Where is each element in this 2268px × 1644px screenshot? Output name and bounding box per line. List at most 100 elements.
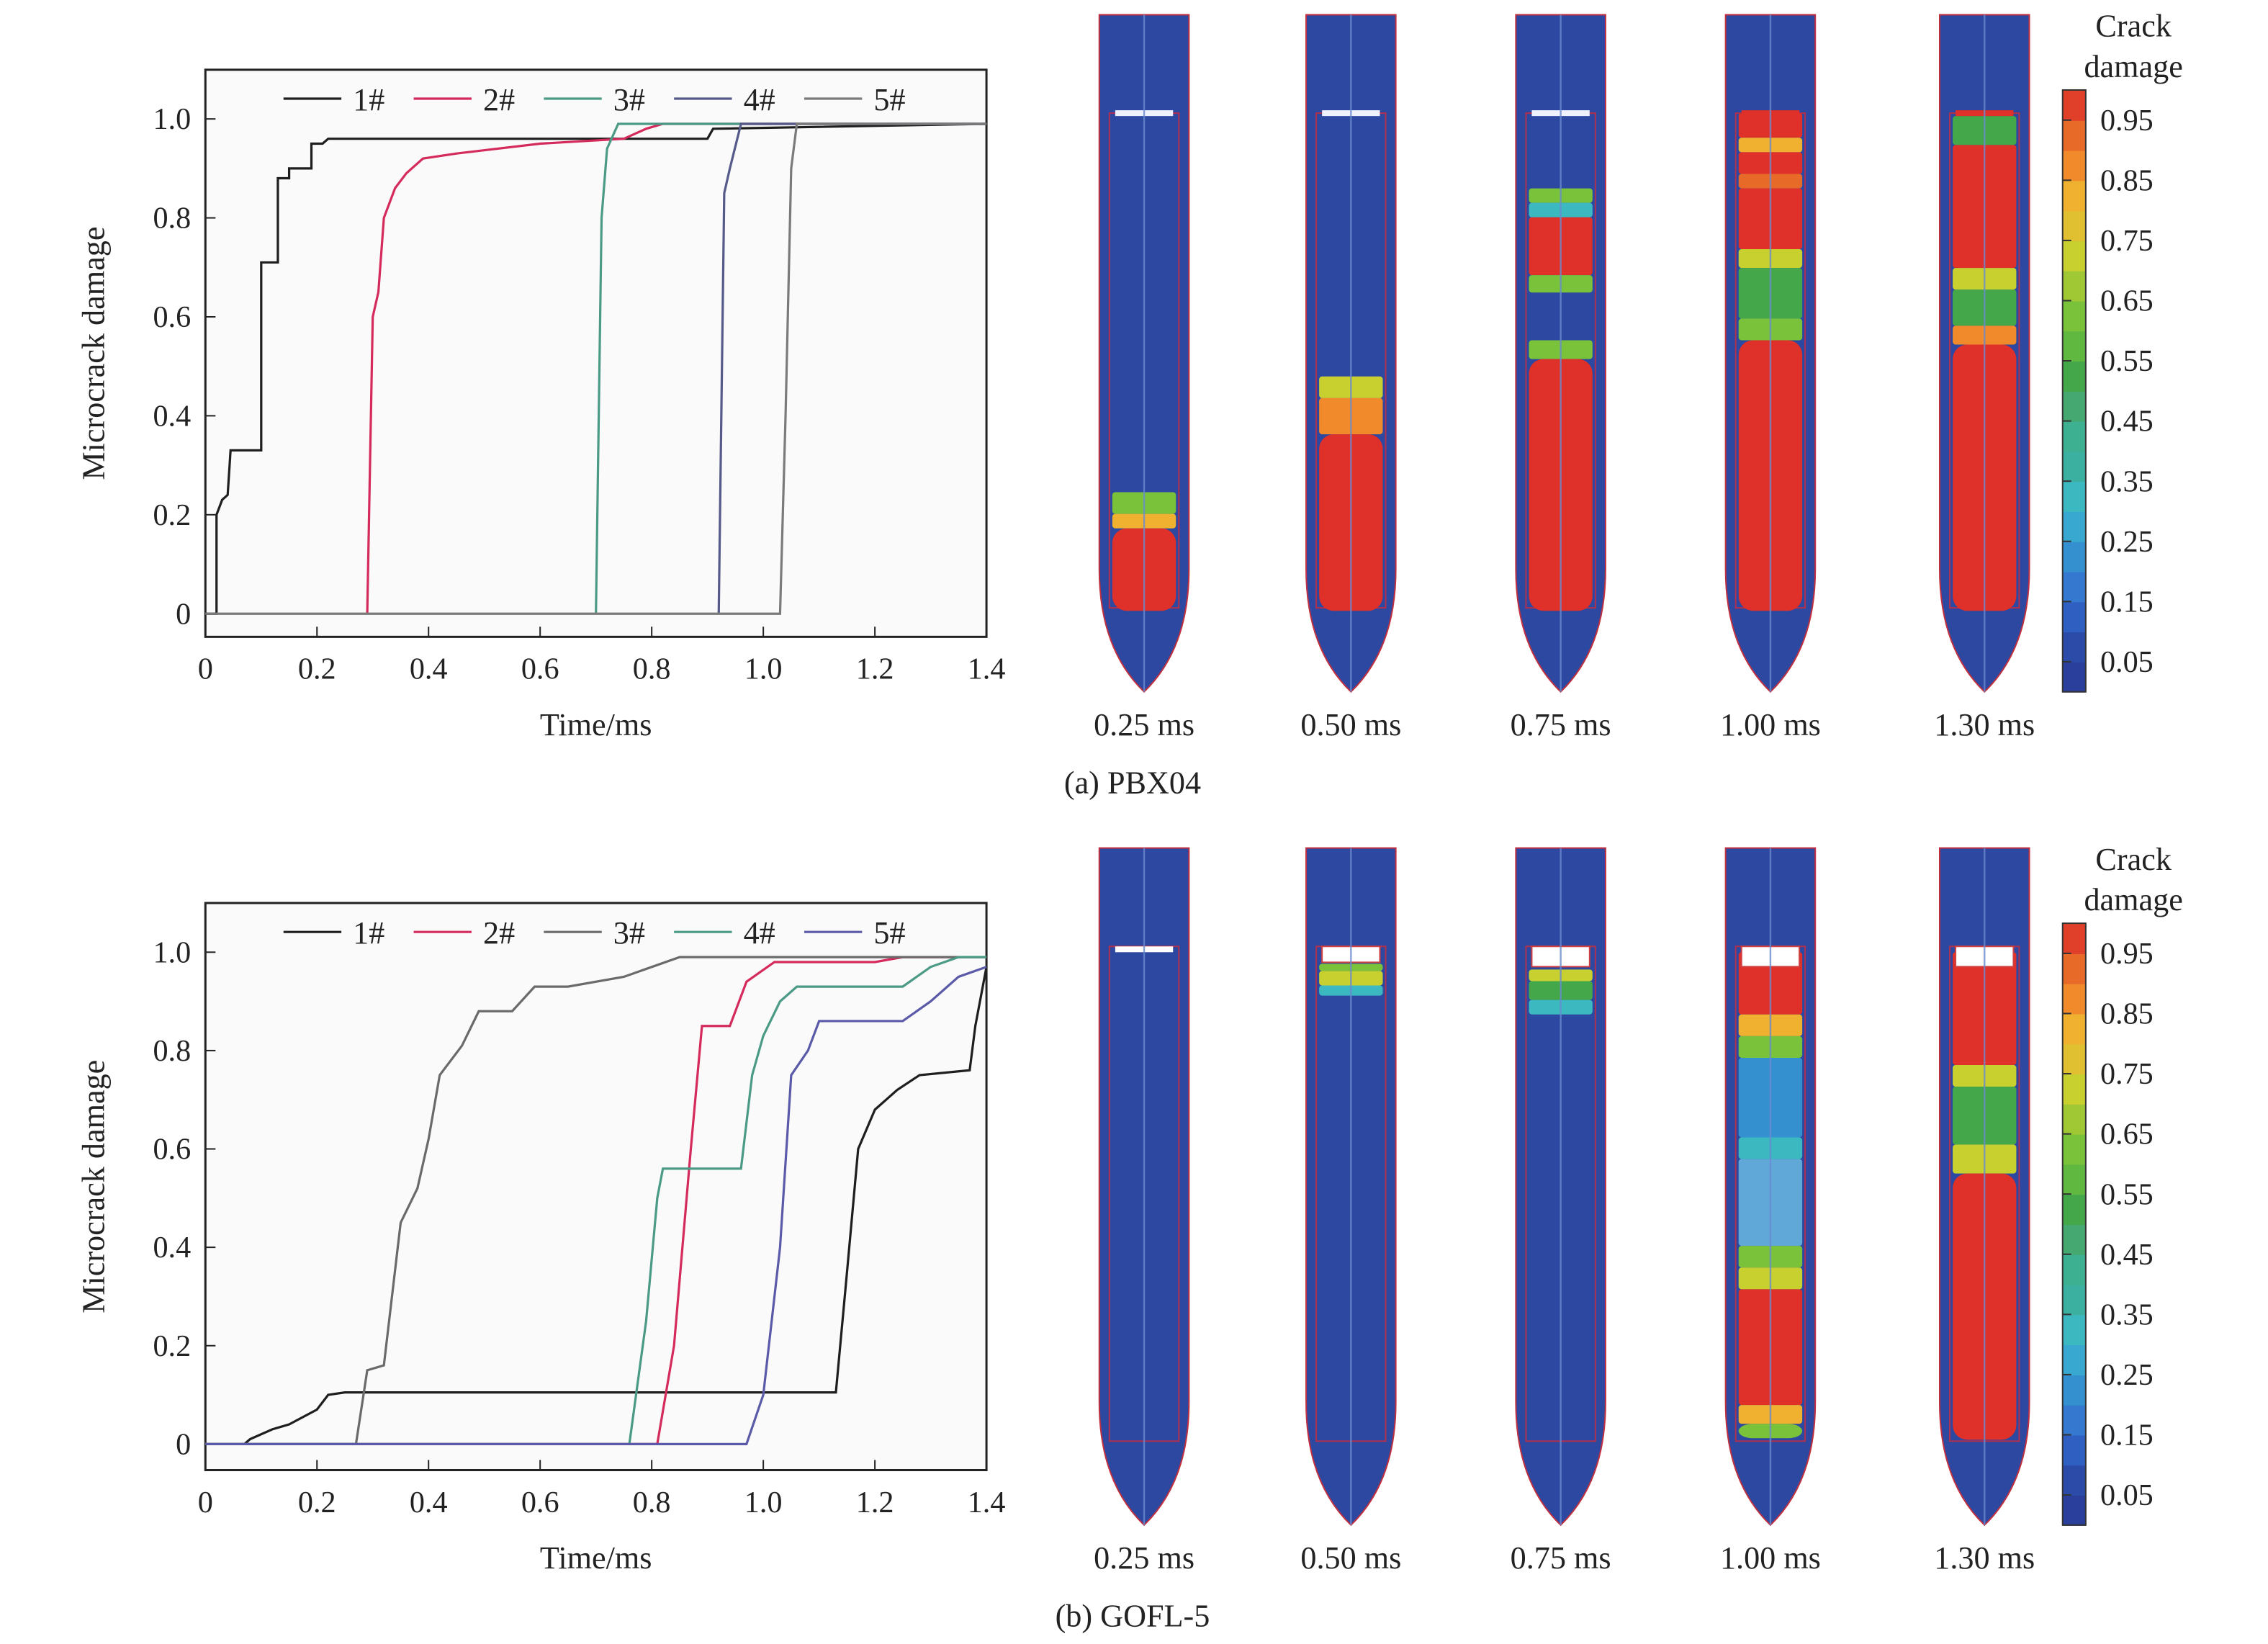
- colorbar-frame: [2061, 922, 2087, 1526]
- x-tick-label: 0.4: [410, 1486, 448, 1519]
- series-line-5: [205, 122, 987, 615]
- colorbar-label: 0.15: [2100, 1419, 2154, 1452]
- contour-panel: 1.30 ms: [1934, 847, 2035, 1576]
- legend-label-2: 2#: [483, 915, 515, 951]
- x-tick-label: 0: [198, 652, 213, 686]
- time-label: 0.25 ms: [1094, 707, 1194, 742]
- x-tick-label: 0.6: [521, 1486, 559, 1519]
- subfigure-caption: (b) GOFL-5: [1056, 1598, 1210, 1633]
- x-tick-label: 0.4: [410, 652, 448, 686]
- colorbar-band: [2062, 541, 2086, 572]
- colorbar-label: 0.45: [2100, 405, 2154, 439]
- legend-label-5: 5#: [873, 915, 905, 951]
- colorbar-label: 0.85: [2100, 997, 2154, 1031]
- colorbar-band: [2062, 361, 2086, 392]
- colorbar-band: [2062, 300, 2086, 332]
- colorbar-band: [2062, 661, 2086, 693]
- colorbar-band: [2062, 210, 2086, 241]
- legend-label-3: 3#: [613, 915, 645, 951]
- colorbar-band: [2062, 1194, 2086, 1225]
- x-tick-label: 0: [198, 1486, 213, 1519]
- contour-panel: 0.50 ms: [1300, 14, 1401, 742]
- y-tick-label: 0.8: [153, 1034, 191, 1068]
- subfigure-caption: (a) PBX04: [1064, 765, 1201, 800]
- legend-label-4: 4#: [744, 82, 775, 117]
- series-line-4: [205, 956, 987, 1445]
- colorbar-band: [2062, 923, 2086, 954]
- series-line-5: [205, 966, 987, 1445]
- legend-label-1: 1#: [353, 915, 384, 951]
- contour-panel: 1.30 ms: [1934, 14, 2035, 742]
- colorbar-band: [2062, 571, 2086, 603]
- y-tick-label: 0.4: [153, 1231, 191, 1265]
- colorbar-band: [2062, 632, 2086, 662]
- colorbar-title: damage: [2084, 49, 2182, 84]
- colorbar-band: [2062, 1164, 2086, 1195]
- y-axis-label: Microcrack damage: [76, 1060, 112, 1313]
- colorbar-label: 0.05: [2100, 1478, 2154, 1512]
- colorbar-band: [2062, 120, 2086, 151]
- colorbar-band: [2062, 89, 2086, 121]
- colorbar-title: Crack: [2095, 9, 2172, 44]
- colorbar-label: 0.45: [2100, 1238, 2154, 1272]
- time-label: 1.30 ms: [1934, 1540, 2035, 1576]
- series-line-2: [366, 122, 987, 614]
- legend-label-3: 3#: [613, 82, 645, 117]
- legend-label-2: 2#: [483, 82, 515, 117]
- y-tick-label: 0: [176, 1427, 191, 1461]
- time-label: 1.00 ms: [1720, 1540, 1821, 1576]
- x-tick-label: 1.4: [968, 652, 1006, 686]
- legend-label-5: 5#: [873, 82, 905, 117]
- time-label: 0.50 ms: [1300, 707, 1401, 742]
- colorbar-band: [2062, 1254, 2086, 1285]
- x-tick-label: 0.2: [298, 652, 336, 686]
- colorbar-title: damage: [2084, 882, 2182, 917]
- colorbar-band: [2062, 1465, 2086, 1496]
- colorbar-label: 0.95: [2100, 104, 2154, 138]
- y-tick-label: 1.0: [153, 102, 191, 136]
- colorbar-band: [2062, 1434, 2086, 1466]
- contour-panel: 1.00 ms: [1720, 14, 1821, 742]
- colorbar-label: 0.75: [2100, 224, 2154, 258]
- colorbar: 0.95 0.85 0.75 0.65 0.55 0.45 0.35 0.25 0.15 0.05…: [2061, 842, 2183, 1526]
- colorbar-label: 0.85: [2100, 163, 2154, 197]
- time-label: 0.50 ms: [1300, 1540, 1401, 1576]
- colorbar-frame: [2061, 89, 2087, 693]
- colorbar-label: 0.55: [2100, 1177, 2154, 1211]
- x-tick-label: 0.8: [633, 1486, 671, 1519]
- colorbar-label: 0.35: [2100, 464, 2154, 498]
- series-line-1: [205, 966, 988, 1445]
- y-tick-label: 0.6: [153, 300, 191, 334]
- colorbar-band: [2062, 1223, 2086, 1255]
- colorbar-band: [2062, 1344, 2086, 1375]
- colorbar-label: 0.75: [2100, 1057, 2154, 1091]
- colorbar-band: [2062, 601, 2086, 633]
- x-tick-label: 0.2: [298, 1486, 336, 1519]
- legend-label-1: 1#: [353, 82, 384, 117]
- colorbar-label: 0.25: [2100, 1358, 2154, 1392]
- x-tick-label: 1.2: [856, 1486, 894, 1519]
- colorbar-label: 0.55: [2100, 344, 2154, 378]
- colorbar-band: [2062, 983, 2086, 1015]
- contour-panel: 0.50 ms: [1300, 847, 1401, 1576]
- x-axis-label: Time/ms: [540, 1540, 652, 1576]
- legend-label-4: 4#: [744, 915, 775, 951]
- line-chart-b: 0 0.2 0.4 0.6 0.8 1.0 1.2 1.4 0 0.2 0.4 0.6 0.8 1.0 Ti…: [76, 902, 1005, 1576]
- colorbar-band: [2062, 1013, 2086, 1045]
- colorbar-band: [2062, 1284, 2086, 1316]
- y-axis-label: Microcrack damage: [76, 227, 112, 480]
- colorbar-label: 0.95: [2100, 937, 2154, 971]
- colorbar-band: [2062, 240, 2086, 271]
- y-tick-label: 1.0: [153, 935, 191, 969]
- colorbar-band: [2062, 1043, 2086, 1075]
- plot-frame: [204, 902, 988, 1472]
- colorbar-band: [2062, 180, 2086, 212]
- x-tick-label: 1.2: [856, 652, 894, 686]
- colorbar-label: 0.35: [2100, 1298, 2154, 1331]
- colorbar-label: 0.65: [2100, 1118, 2154, 1151]
- colorbar-band: [2062, 150, 2086, 181]
- colorbar-band: [2062, 1495, 2086, 1526]
- colorbar-label: 0.65: [2100, 284, 2154, 318]
- colorbar-band: [2062, 1103, 2086, 1135]
